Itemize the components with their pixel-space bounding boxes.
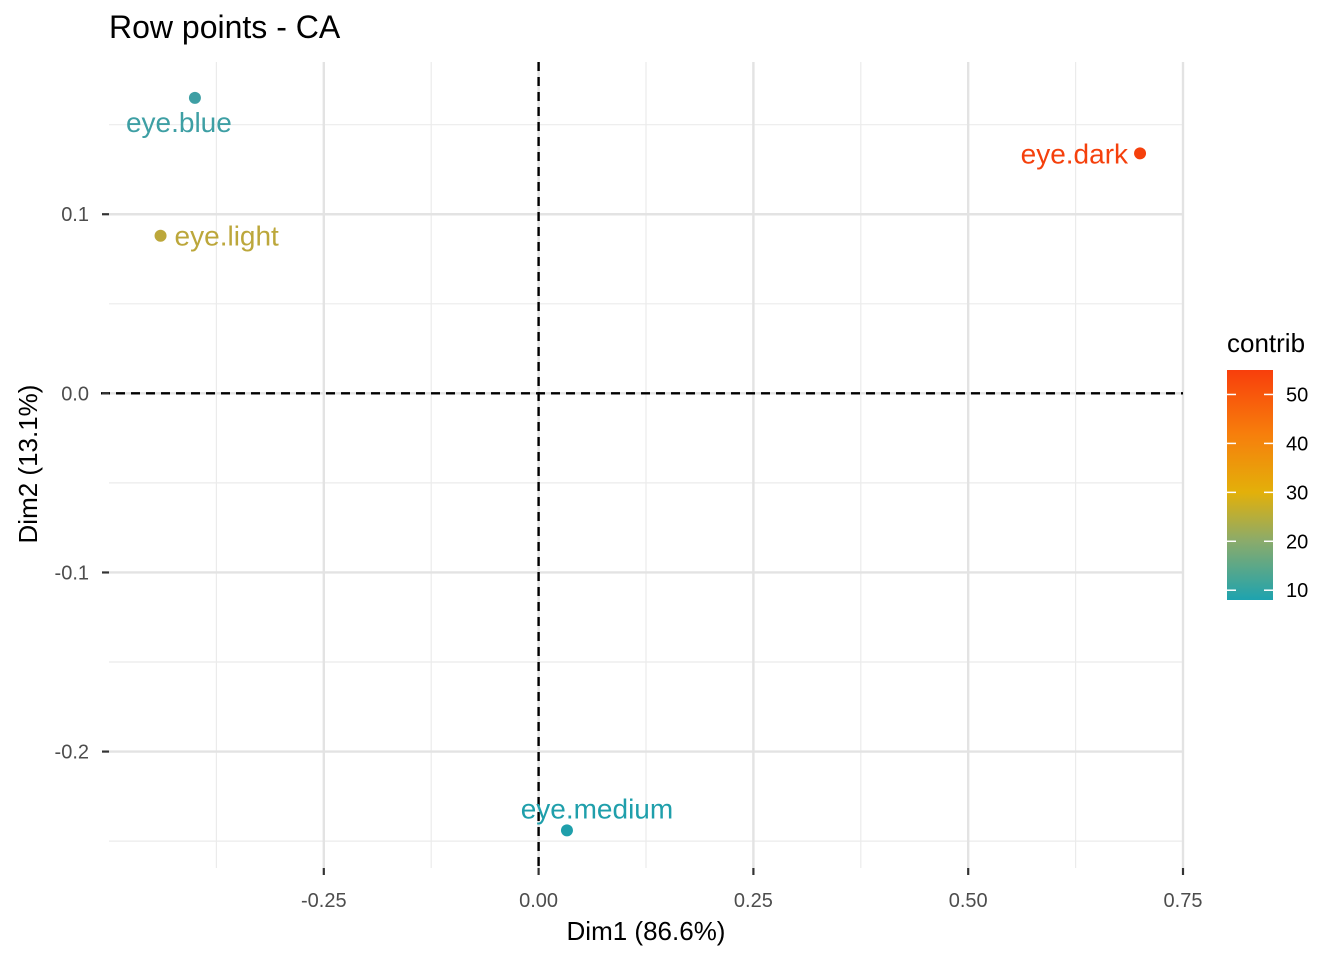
contrib-legend: contrib 50 40 30 20 10 [1227, 328, 1308, 602]
point-label-eye-dark: eye.dark [1021, 138, 1129, 169]
x-tick-label: -0.25 [301, 890, 347, 912]
chart-title: Row points - CA [109, 9, 341, 45]
x-tick-label: 0.50 [949, 890, 988, 912]
legend-colorbar [1227, 370, 1273, 600]
legend-title: contrib [1227, 328, 1305, 358]
x-tick-label: 0.25 [734, 890, 773, 912]
reference-lines [101, 62, 1183, 868]
legend-tick-label: 40 [1286, 433, 1308, 455]
axes: -0.25 0.00 0.25 0.50 0.75 0.1 0.0 -0.1 -0.2 [55, 204, 1203, 912]
point-label-eye-blue: eye.blue [126, 107, 232, 138]
legend-tick-label: 50 [1286, 384, 1308, 406]
point-label-eye-medium: eye.medium [521, 793, 674, 824]
point-label-eye-light: eye.light [175, 221, 280, 252]
y-tick-label: -0.1 [55, 562, 89, 584]
point-eye-blue [188, 91, 201, 104]
data-points: eye.blue eye.light eye.dark eye.medium [126, 91, 1147, 837]
legend-tick-label: 20 [1286, 531, 1308, 553]
point-eye-medium [560, 824, 573, 837]
point-eye-light [154, 229, 167, 242]
x-axis-title: Dim1 (86.6%) [567, 916, 726, 946]
legend-tick-label: 10 [1286, 580, 1308, 602]
point-eye-dark [1134, 147, 1147, 160]
y-tick-label: -0.2 [55, 742, 89, 764]
x-tick-label: 0.75 [1164, 890, 1203, 912]
y-axis-title: Dim2 (13.1%) [13, 385, 43, 544]
grid-lines [109, 62, 1185, 868]
y-tick-label: 0.0 [61, 383, 89, 405]
y-tick-label: 0.1 [61, 204, 89, 226]
x-tick-label: 0.00 [519, 890, 558, 912]
legend-tick-label: 30 [1286, 482, 1308, 504]
